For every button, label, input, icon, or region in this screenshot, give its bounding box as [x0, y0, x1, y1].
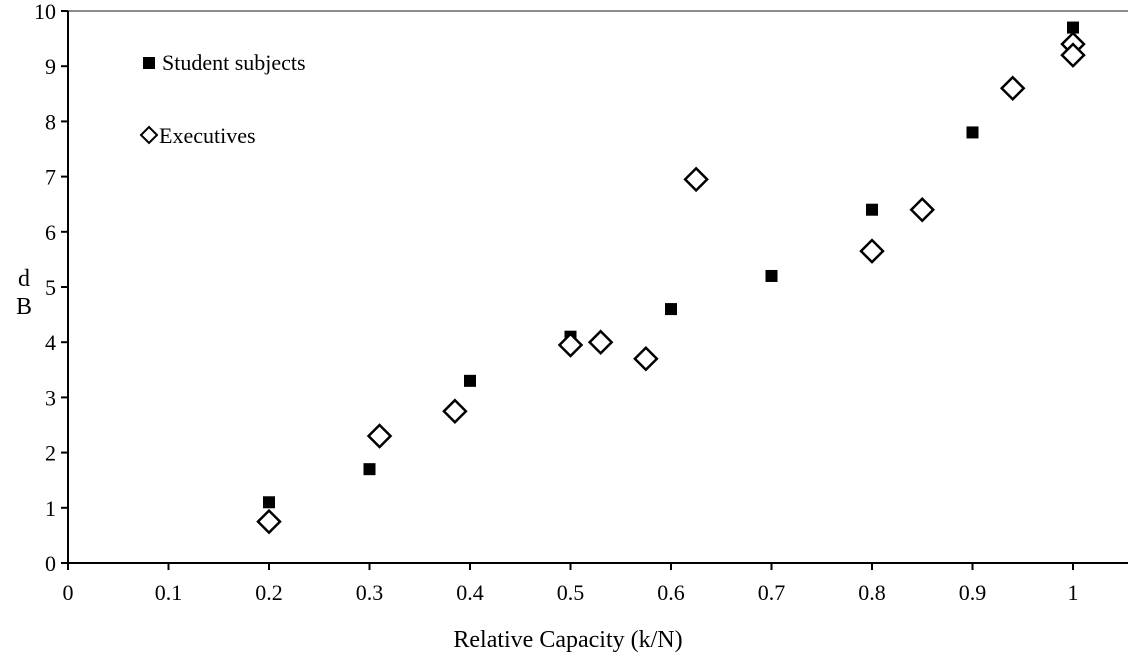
executive-point: [587, 329, 614, 355]
legend-label-student: Student subjects: [162, 50, 306, 75]
student-point: [363, 463, 376, 476]
executive-point: [1060, 42, 1086, 68]
x-tick-label: 0.8: [858, 580, 886, 605]
y-tick-label: 4: [45, 330, 56, 355]
y-tick-label: 6: [45, 220, 56, 245]
executive-point: [859, 238, 885, 264]
data-marks: [256, 21, 1086, 535]
y-tick-label: 10: [34, 0, 56, 24]
x-tick-label: 0.3: [356, 580, 384, 605]
x-tick-label: 0.6: [657, 580, 685, 605]
y-tick-label: 3: [45, 385, 56, 410]
y-tick-label: 2: [45, 441, 56, 466]
student-point: [765, 269, 778, 282]
x-tick-label: 0.2: [255, 580, 283, 605]
y-tick-label: 7: [45, 165, 56, 190]
x-axis-title: Relative Capacity (k/N): [453, 627, 682, 653]
executive-point: [366, 423, 393, 449]
executive-point: [442, 398, 468, 424]
y-tick-label: 8: [45, 109, 56, 134]
legend-label-executive: Executives: [159, 123, 256, 148]
x-tick-label: 1: [1068, 580, 1079, 605]
y-axis-title-char: B: [16, 294, 32, 320]
y-axis-title-char: d: [18, 266, 30, 292]
y-tick-label: 5: [45, 275, 56, 300]
y-tick-label: 0: [45, 551, 56, 576]
axes: [67, 10, 1128, 564]
executive-point: [999, 75, 1026, 102]
student-point: [665, 303, 677, 316]
y-tick-label: 9: [45, 54, 56, 79]
x-tick-label: 0.7: [758, 580, 786, 605]
legend: Student subjects Executives: [139, 50, 306, 148]
x-tick-label: 0.1: [155, 580, 183, 605]
student-point: [966, 126, 979, 139]
student-point: [1067, 21, 1079, 34]
x-tick-label: 0.9: [959, 580, 987, 605]
executive-point: [557, 332, 584, 358]
y-tick-label: 1: [45, 496, 56, 521]
executive-point: [909, 196, 936, 223]
legend-marker-executive: [139, 125, 159, 145]
legend-marker-student: [143, 57, 155, 69]
x-tick-label: 0.5: [557, 580, 585, 605]
executive-point: [683, 166, 709, 193]
x-tick-label: 0: [63, 580, 74, 605]
student-point: [866, 203, 878, 216]
student-point: [263, 496, 275, 509]
student-point: [464, 374, 476, 387]
ticks: 0 1 2 3 4 5 6 7 8 9 10 0 0.1 0.2 0.3 0.4 0.5 0.6 0.7 0.8 0.9…: [16, 0, 1079, 653]
x-tick-label: 0.4: [456, 580, 484, 605]
executive-point: [256, 508, 282, 535]
executive-point: [633, 345, 659, 372]
